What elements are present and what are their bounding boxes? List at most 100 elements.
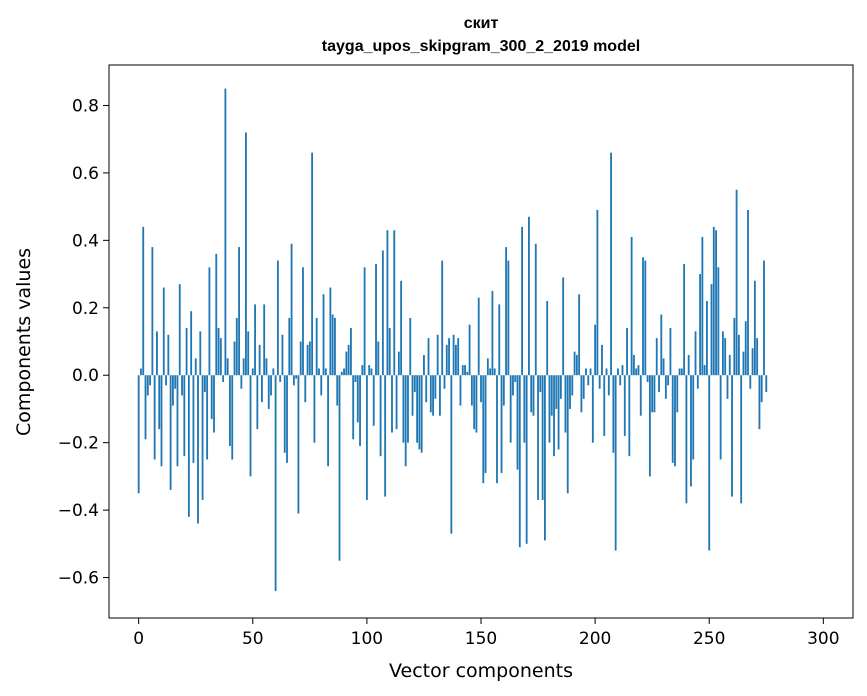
bar-47 (245, 132, 247, 376)
bar-201 (596, 209, 599, 376)
bar-107 (381, 250, 384, 376)
bar-182 (553, 375, 555, 457)
y-tick-label: 0.4 (72, 231, 99, 251)
bar-168 (521, 226, 523, 376)
bar-140 (457, 338, 460, 376)
y-tick-label: −0.4 (58, 501, 99, 521)
bar-105 (377, 341, 380, 376)
bar-130 (434, 375, 437, 399)
bar-76 (311, 152, 314, 376)
bar-226 (653, 375, 656, 413)
bar-34 (215, 253, 218, 376)
bar-85 (331, 314, 334, 376)
bar-227 (655, 338, 658, 376)
bar-12 (165, 375, 167, 386)
x-tick-label: 250 (693, 629, 725, 649)
bar-150 (480, 375, 482, 403)
bar-64 (283, 375, 286, 453)
bar-192 (575, 354, 578, 376)
bar-104 (375, 263, 377, 376)
bar-134 (443, 375, 446, 389)
bar-183 (555, 375, 558, 409)
bar-124 (420, 375, 423, 453)
bar-20 (183, 375, 186, 457)
bar-54 (261, 375, 263, 403)
bar-257 (724, 338, 727, 376)
bar-8 (156, 331, 158, 376)
bar-1 (140, 368, 142, 376)
bar-0 (137, 375, 140, 494)
bar-193 (578, 294, 581, 376)
bar-103 (372, 375, 375, 426)
bar-65 (286, 375, 288, 463)
bar-67 (290, 243, 293, 376)
bar-244 (694, 331, 697, 376)
bar-263 (737, 334, 740, 376)
bar-202 (598, 375, 601, 389)
bar-2 (142, 226, 145, 376)
bar-82 (324, 368, 327, 376)
bar-148 (475, 375, 478, 433)
bar-40 (229, 375, 231, 447)
bar-239 (683, 263, 686, 376)
bar-37 (222, 375, 225, 382)
bar-152 (484, 375, 487, 474)
bar-256 (722, 331, 724, 376)
bar-79 (318, 368, 320, 376)
bar-75 (308, 341, 311, 376)
bar-44 (238, 247, 240, 376)
bar-14 (169, 375, 172, 490)
bar-200 (594, 324, 597, 376)
bar-238 (680, 368, 683, 376)
bar-128 (429, 375, 432, 413)
bar-49 (249, 375, 252, 477)
bar-163 (509, 375, 512, 443)
bar-158 (498, 304, 501, 376)
bar-28 (201, 375, 204, 500)
bar-71 (299, 341, 302, 376)
bar-180 (548, 375, 551, 443)
chart-title: скит (464, 15, 499, 32)
bar-4 (146, 375, 149, 396)
bar-59 (272, 368, 275, 376)
bar-113 (395, 375, 398, 430)
bar-48 (247, 331, 250, 376)
bar-81 (322, 294, 325, 376)
bar-154 (489, 368, 492, 376)
chart-subtitle: tayga_upos_skipgram_300_2_2019 model (322, 38, 640, 55)
bar-261 (733, 317, 736, 376)
bar-17 (176, 375, 179, 467)
bar-245 (696, 375, 699, 389)
bar-52 (256, 375, 259, 430)
bar-142 (461, 365, 464, 376)
bar-98 (361, 365, 364, 376)
bar-213 (623, 375, 626, 436)
bar-157 (496, 375, 498, 484)
bar-66 (288, 317, 291, 376)
bar-184 (557, 375, 560, 450)
bar-110 (388, 328, 391, 376)
bar-231 (664, 375, 667, 399)
bar-255 (719, 375, 722, 460)
bar-55 (263, 304, 266, 376)
bar-246 (699, 274, 702, 376)
bar-228 (658, 375, 660, 393)
bar-102 (370, 368, 373, 376)
bar-63 (281, 334, 284, 376)
bar-50 (251, 368, 254, 376)
bar-126 (425, 375, 428, 403)
bar-46 (242, 358, 245, 376)
bar-13 (167, 334, 170, 376)
bar-62 (279, 375, 282, 382)
bar-268 (749, 375, 752, 389)
bar-188 (566, 375, 569, 494)
x-tick-label: 150 (465, 629, 497, 649)
bar-199 (591, 375, 594, 443)
bar-224 (648, 375, 651, 477)
bar-236 (676, 375, 679, 413)
y-tick-label: 0.6 (72, 164, 99, 184)
bar-262 (735, 189, 738, 376)
bar-22 (187, 375, 190, 517)
bar-179 (546, 301, 549, 376)
bar-18 (178, 284, 181, 376)
